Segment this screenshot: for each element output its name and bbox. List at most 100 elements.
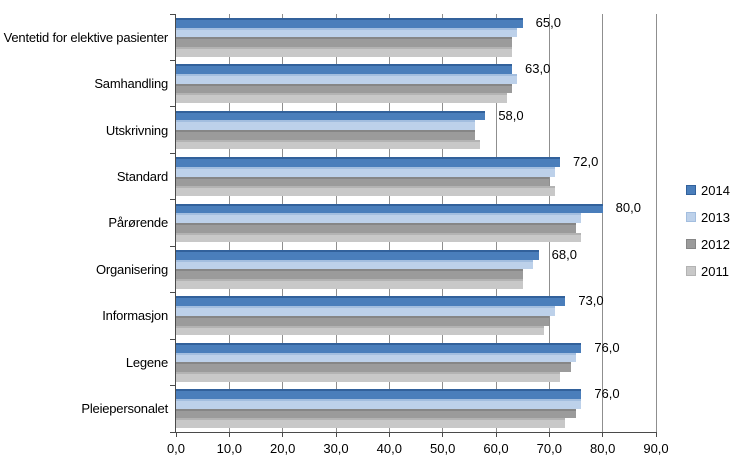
value-label: 63,0 [525, 61, 551, 77]
x-tick-label: 70,0 [536, 441, 562, 456]
bar-2012 [176, 176, 550, 187]
x-tick-label: 90,0 [643, 441, 669, 456]
legend-item-2011: 2011 [686, 263, 730, 279]
category-row [176, 246, 656, 292]
category-row [176, 293, 656, 339]
x-axis-line [175, 432, 656, 433]
bar-2014 [176, 250, 539, 260]
bar-2013 [176, 73, 518, 84]
category-label: Utskrivning [105, 122, 168, 138]
plot-area [176, 14, 657, 432]
bar-2013 [176, 213, 582, 223]
bar-2012 [176, 315, 550, 326]
y-axis-line [175, 14, 176, 432]
bar-2013 [176, 306, 555, 316]
legend-label: 2012 [701, 236, 730, 252]
y-tick-mark [170, 59, 175, 61]
bar-2013 [176, 166, 555, 177]
category-label: Legene [125, 354, 168, 370]
category-row [176, 339, 656, 385]
x-tick-mark [388, 432, 390, 437]
legend-item-2012: 2012 [686, 236, 730, 252]
bar-2012 [176, 83, 512, 94]
x-tick-mark [175, 432, 177, 437]
value-label: 76,0 [594, 386, 620, 402]
bar-2013 [176, 120, 475, 131]
y-tick-mark [170, 385, 175, 387]
category-row [176, 153, 656, 199]
bar-2011 [176, 186, 555, 196]
x-tick-mark [602, 432, 604, 437]
category-row [176, 60, 656, 106]
bar-2014 [176, 389, 582, 400]
bar-2011 [176, 232, 582, 243]
legend-label: 2014 [701, 182, 730, 198]
legend-swatch-icon [686, 239, 696, 249]
gridline-80 [602, 14, 604, 432]
legend-swatch-icon [686, 266, 696, 276]
bar-2011 [176, 93, 507, 104]
value-label: 58,0 [498, 107, 524, 123]
bar-2012 [176, 37, 512, 47]
value-label: 80,0 [615, 200, 641, 216]
value-label: 72,0 [573, 154, 599, 169]
gridline-90 [655, 14, 657, 432]
category-label: Ventetid for elektive pasienter [3, 29, 169, 45]
bar-2012 [176, 222, 576, 233]
bar-2014 [176, 110, 486, 121]
category-row [176, 107, 656, 153]
x-tick-mark [442, 432, 444, 437]
x-tick-label: 50,0 [430, 441, 456, 456]
x-tick-mark [228, 432, 230, 437]
bar-2014 [176, 296, 566, 307]
value-label: 68,0 [551, 246, 577, 262]
x-tick-mark [548, 432, 550, 437]
bar-2013 [176, 399, 582, 409]
bar-2011 [176, 139, 480, 150]
legend-swatch-icon [686, 185, 696, 195]
y-tick-mark [170, 245, 175, 247]
y-tick-mark [170, 199, 175, 201]
category-label: Organisering [95, 261, 168, 277]
bar-2014 [176, 342, 582, 353]
x-tick-mark [495, 432, 497, 437]
x-tick-label: 80,0 [590, 441, 616, 456]
y-tick-mark [170, 338, 175, 340]
bar-2014 [176, 157, 560, 167]
legend-label: 2011 [701, 263, 729, 279]
x-tick-mark [282, 432, 284, 437]
y-tick-mark [170, 152, 175, 154]
x-tick-mark [655, 432, 657, 437]
bar-2013 [176, 259, 534, 270]
bar-2011 [176, 372, 560, 382]
x-tick-label: 60,0 [483, 441, 509, 456]
value-label: 65,0 [535, 14, 561, 30]
bar-2013 [176, 27, 518, 38]
bar-2011 [176, 325, 544, 336]
bar-2014 [176, 17, 523, 28]
y-tick-mark [170, 431, 175, 433]
x-tick-label: 30,0 [323, 441, 349, 456]
category-label: Standard [116, 169, 168, 185]
x-tick-label: 0,0 [166, 441, 186, 456]
category-label: Pårørende [108, 215, 168, 231]
category-row [176, 14, 656, 60]
legend-item-2013: 2013 [686, 210, 730, 225]
y-tick-mark [170, 13, 175, 15]
bar-2011 [176, 279, 523, 289]
legend-swatch-icon [686, 212, 696, 222]
bar-2011 [176, 418, 566, 429]
category-row [176, 386, 656, 432]
bar-2014 [176, 203, 603, 214]
y-tick-mark [170, 292, 175, 294]
bar-2012 [176, 362, 571, 373]
category-row [176, 200, 656, 246]
category-label: Samhandling [94, 76, 168, 92]
bar-2012 [176, 269, 523, 280]
bar-2011 [176, 46, 512, 57]
bar-2014 [176, 64, 512, 74]
x-tick-label: 10,0 [216, 441, 242, 456]
legend-item-2014: 2014 [686, 182, 730, 198]
category-label: Pleiepersonalet [81, 401, 168, 417]
category-label: Informasjon [102, 308, 168, 324]
